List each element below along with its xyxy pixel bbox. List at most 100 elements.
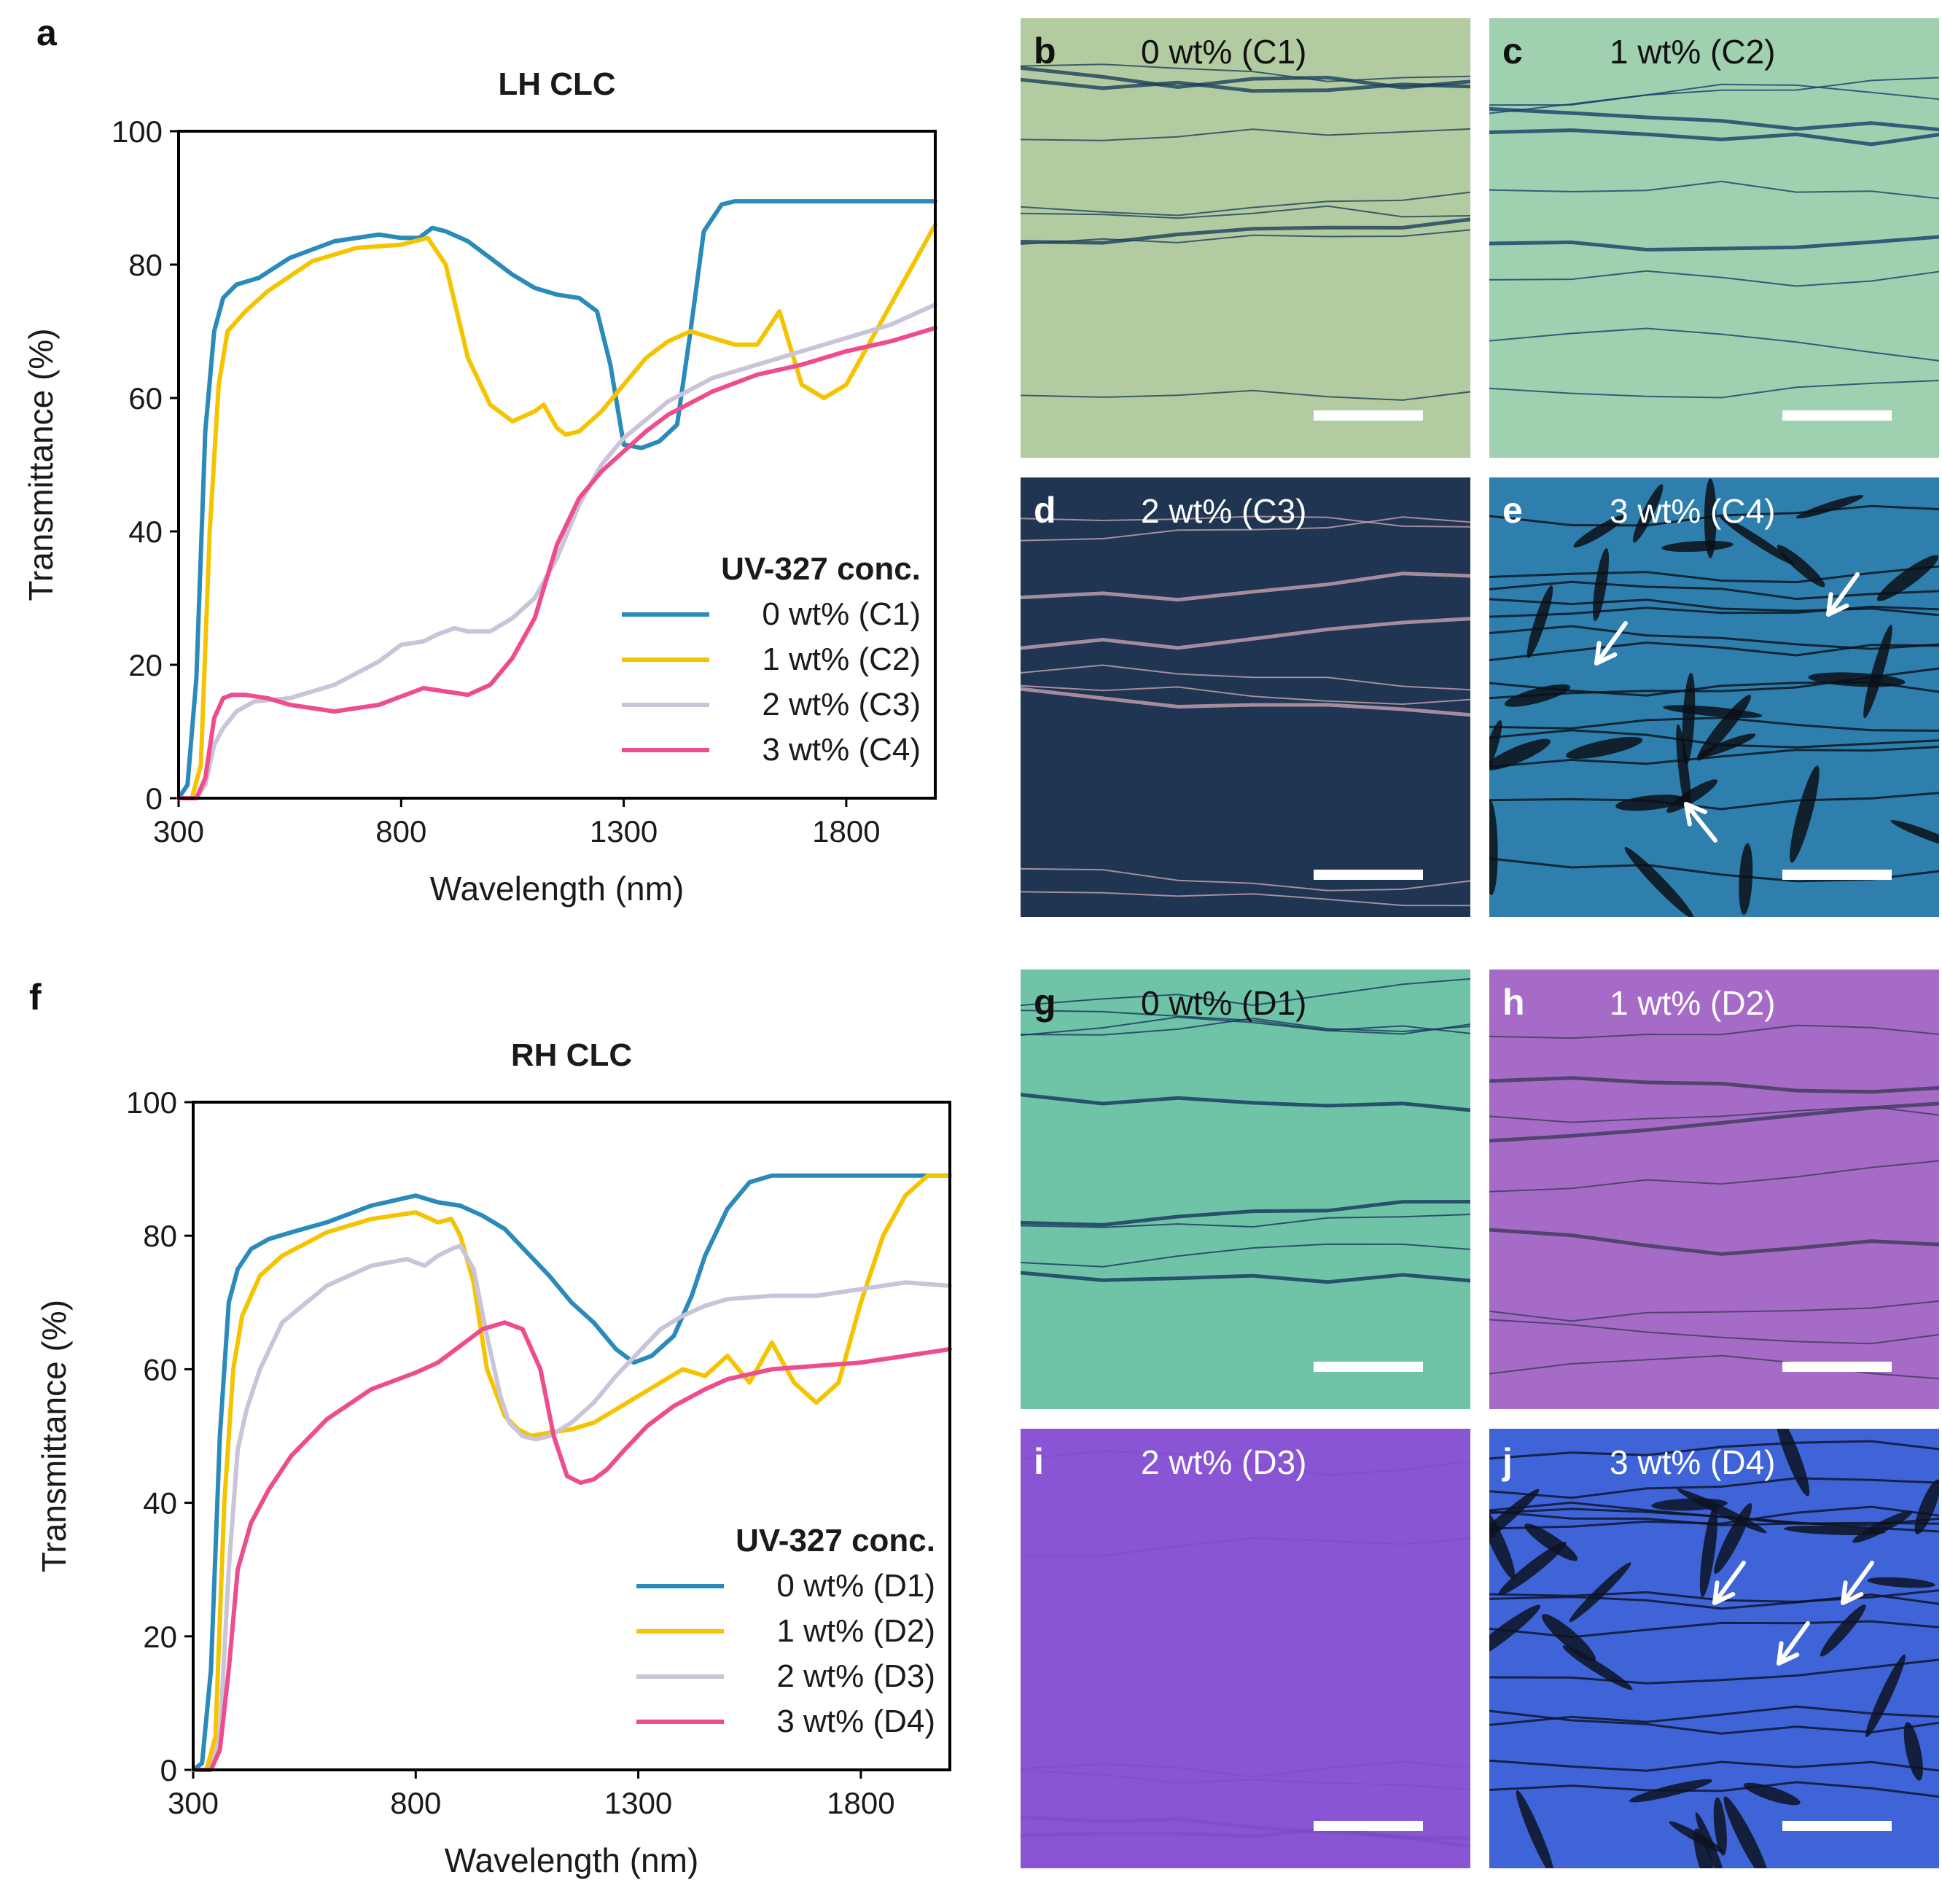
defect-streak	[1820, 1604, 1866, 1657]
defect-streak	[1624, 847, 1694, 917]
defect-streak	[1489, 738, 1551, 770]
crack-line	[1489, 1076, 1939, 1094]
micrograph-caption: 1 wt% (C2)	[1610, 33, 1775, 71]
crack-line	[1489, 1160, 1939, 1193]
micrograph-label: j	[1502, 1441, 1513, 1482]
y-tick-label: 20	[143, 1620, 177, 1654]
defect-streak	[1865, 1654, 1906, 1738]
legend-entry-2: 1 wt% (D2)	[776, 1613, 935, 1649]
crack-line	[1021, 664, 1470, 691]
arrow-marker	[1777, 1621, 1810, 1666]
legend-entry-3: 2 wt% (D3)	[776, 1658, 935, 1694]
crack-line	[1021, 1760, 1470, 1778]
defect-streak	[1713, 1797, 1727, 1856]
micrograph-caption: 3 wt% (D4)	[1610, 1443, 1775, 1481]
micrograph-caption: 3 wt% (C4)	[1610, 492, 1775, 530]
arrow-marker	[1826, 572, 1860, 617]
crack-line	[1021, 1010, 1470, 1034]
defect-streak	[1699, 1506, 1718, 1598]
y-tick-label: 20	[128, 648, 163, 682]
defect-streak	[1876, 555, 1939, 601]
x-tick-label: 300	[153, 814, 204, 848]
arrow-head	[1712, 1580, 1736, 1605]
y-tick-label: 100	[126, 1085, 177, 1120]
micrograph-b: b 0 wt% (C1)	[1021, 18, 1470, 458]
crack-line	[1021, 1017, 1470, 1036]
defect-streak	[1669, 1821, 1723, 1852]
legend-title: UV-327 conc.	[721, 551, 921, 587]
crack-line	[1489, 380, 1939, 399]
scale-bar	[1782, 870, 1892, 880]
crack-line	[1021, 1769, 1470, 1791]
defect-streak	[1565, 736, 1643, 760]
series-line-1	[191, 1173, 952, 1772]
arrow-marker	[1841, 1561, 1874, 1605]
defect-streak	[1914, 1479, 1939, 1534]
crack-line	[1021, 1213, 1470, 1228]
micrograph-caption: 2 wt% (D3)	[1141, 1443, 1306, 1481]
defect-streak	[1593, 548, 1609, 621]
crack-line	[1489, 565, 1939, 584]
crack-line	[1021, 516, 1470, 542]
micrograph-texture	[1021, 978, 1470, 1284]
crack-line	[1021, 66, 1470, 90]
crack-line	[1021, 1243, 1470, 1268]
defect-streak	[1632, 484, 1664, 543]
defect-streak	[1562, 1645, 1633, 1690]
series-line-1	[176, 199, 937, 800]
defect-streak	[1489, 800, 1498, 895]
legend-entry-3: 2 wt% (C3)	[762, 687, 921, 722]
defect-streak	[1524, 1523, 1578, 1561]
series-line-4	[176, 325, 937, 800]
micrograph-texture	[1489, 1024, 1939, 1380]
crack-line	[1489, 792, 1939, 811]
micrograph-grid: b 0 wt% (C1) c 1 wt% (C2) d 2 wt% (C3) e 3 wt% …	[1021, 18, 1939, 1868]
scale-bar	[1314, 410, 1423, 421]
crack-line	[1021, 571, 1470, 602]
micrograph-label: b	[1034, 31, 1056, 71]
x-tick-label: 800	[375, 814, 426, 848]
defect-streak	[1682, 672, 1696, 765]
crack-line	[1489, 270, 1939, 287]
x-tick-label: 1800	[827, 1786, 894, 1820]
defect-streak	[1516, 1790, 1555, 1868]
crack-line	[1489, 180, 1939, 200]
crack-line	[1021, 389, 1470, 401]
micrograph-texture	[1021, 1450, 1470, 1849]
arrow-shaft	[1684, 802, 1717, 843]
y-tick-label: 40	[143, 1486, 177, 1521]
series-line-2	[176, 222, 937, 800]
arrow-marker	[1712, 1561, 1746, 1605]
crack-line	[1021, 1271, 1470, 1284]
micrograph-texture	[1021, 515, 1470, 907]
legend-entry-1: 0 wt% (D1)	[776, 1568, 935, 1604]
y-tick-label: 0	[160, 1753, 177, 1787]
crack-line	[1021, 867, 1470, 891]
defect-streak	[1720, 515, 1795, 566]
arrow-head	[1777, 1641, 1800, 1666]
x-tick-label: 1300	[590, 814, 658, 848]
micrograph-caption: 0 wt% (C1)	[1141, 33, 1306, 71]
micrograph-texture	[1489, 77, 1939, 399]
legend-entry-1: 0 wt% (C1)	[762, 596, 921, 632]
crack-line	[1489, 504, 1939, 527]
defect-streak	[1704, 478, 1717, 558]
arrow-head	[1841, 1580, 1864, 1605]
legend-title: UV-327 conc.	[736, 1523, 935, 1558]
defect-streak	[1903, 1722, 1923, 1781]
defect-streak	[1693, 1828, 1715, 1868]
crack-line	[1489, 1759, 1939, 1772]
y-axis-label: Transmittance (%)	[22, 328, 60, 601]
x-tick-label: 1800	[812, 814, 880, 848]
defect-streak	[1498, 1541, 1567, 1596]
scale-bar	[1314, 1362, 1423, 1372]
defect-streak	[1808, 672, 1906, 687]
scale-bar	[1782, 1821, 1892, 1831]
arrow-shaft	[1712, 1561, 1746, 1605]
crack-line	[1489, 605, 1939, 618]
defect-streak	[1723, 1796, 1770, 1868]
crack-line	[1021, 191, 1470, 216]
micrograph-c: c 1 wt% (C2)	[1489, 18, 1939, 458]
arrow-head	[1684, 802, 1707, 827]
series-line-3	[191, 1243, 952, 1772]
